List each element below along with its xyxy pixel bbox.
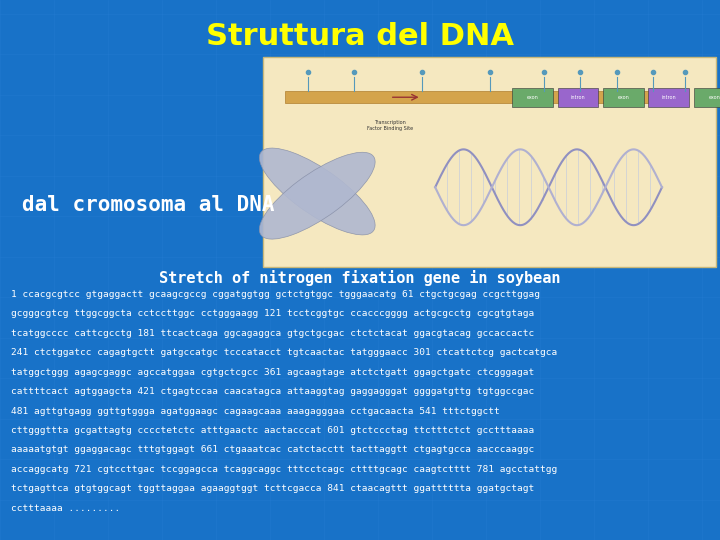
Text: cctttaaaa .........: cctttaaaa ......... [11, 504, 120, 513]
Bar [513, 88, 553, 106]
Text: accaggcatg 721 cgtccttgac tccggagcca tcaggcaggc tttcctcagc cttttgcagc caagtctttt: accaggcatg 721 cgtccttgac tccggagcca tca… [11, 465, 557, 474]
Bar [694, 88, 720, 106]
Ellipse shape [259, 152, 375, 239]
Text: exon: exon [527, 94, 539, 100]
Text: cttgggttta gcgattagtg cccctetctc atttgaactc aactacccat 601 gtctccctag ttctttctct: cttgggttta gcgattagtg cccctetctc atttgaa… [11, 426, 534, 435]
Text: gcgggcgtcg ttggcggcta cctccttggc cctgggaagg 121 tcctcggtgc ccacccgggg actgcgcctg: gcgggcgtcg ttggcggcta cctccttggc cctggga… [11, 309, 534, 319]
Bar [557, 88, 598, 106]
Text: intron: intron [662, 94, 676, 100]
Text: cattttcact agtggagcta 421 ctgagtccaa caacatagca attaaggtag gaggagggat ggggatgttg: cattttcact agtggagcta 421 ctgagtccaa caa… [11, 387, 534, 396]
Bar [649, 88, 689, 106]
Text: tctgagttca gtgtggcagt tggttaggaa agaaggtggt tcttcgacca 841 ctaacagttt ggatttttta: tctgagttca gtgtggcagt tggttaggaa agaaggt… [11, 484, 534, 494]
Text: exon: exon [708, 94, 720, 100]
Text: aaaaatgtgt ggaggacagc tttgtggagt 661 ctgaaatcac catctacctt tacttaggtt ctgagtgcca: aaaaatgtgt ggaggacagc tttgtggagt 661 ctg… [11, 446, 534, 455]
Text: intron: intron [571, 94, 585, 100]
Ellipse shape [259, 148, 375, 235]
Bar [263, 57, 716, 267]
Text: 1 ccacgcgtcc gtgaggactt gcaagcgccg cggatggtgg gctctgtggc tgggaacatg 61 ctgctgcga: 1 ccacgcgtcc gtgaggactt gcaagcgccg cggat… [11, 290, 540, 299]
Text: 241 ctctggatcc cagagtgctt gatgccatgc tcccatacct tgtcaactac tatgggaacc 301 ctcatt: 241 ctctggatcc cagagtgctt gatgccatgc tcc… [11, 348, 557, 357]
Bar [285, 91, 685, 103]
Text: Transcription
Factor Binding Site: Transcription Factor Binding Site [366, 120, 413, 131]
Text: tatggctggg agagcgaggc agccatggaa cgtgctcgcc 361 agcaagtage atctctgatt ggagctgatc: tatggctggg agagcgaggc agccatggaa cgtgctc… [11, 368, 534, 377]
Text: Struttura del DNA: Struttura del DNA [206, 22, 514, 51]
Text: dal cromosoma al DNA: dal cromosoma al DNA [22, 195, 274, 215]
Bar [603, 88, 644, 106]
Text: tcatggcccc cattcgcctg 181 ttcactcaga ggcagaggca gtgctgcgac ctctctacat ggacgtacag: tcatggcccc cattcgcctg 181 ttcactcaga ggc… [11, 329, 534, 338]
Text: exon: exon [618, 94, 629, 100]
Text: Stretch of nitrogen fixation gene in soybean: Stretch of nitrogen fixation gene in soy… [159, 270, 561, 286]
Text: 481 agttgtgagg ggttgtggga agatggaagc cagaagcaaa aaagagggaa cctgacaacta 541 tttct: 481 agttgtgagg ggttgtggga agatggaagc cag… [11, 407, 500, 416]
